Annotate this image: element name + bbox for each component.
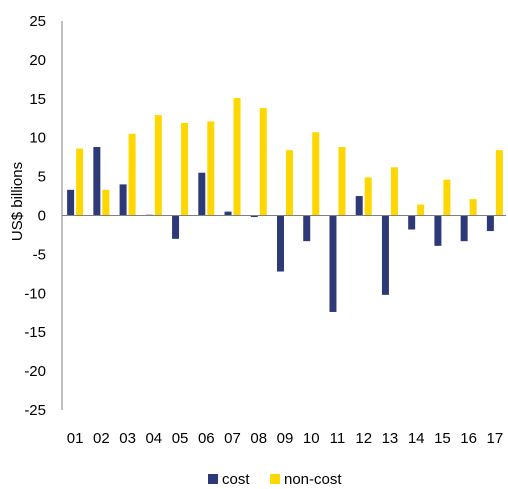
x-tick-label: 10: [303, 430, 320, 447]
legend-label-cost: cost: [222, 471, 250, 488]
legend-label-non-cost: non-cost: [284, 471, 342, 488]
bar-cost-13: [381, 215, 389, 295]
y-tick-label: -25: [24, 402, 46, 419]
bar-cost-17: [486, 215, 494, 232]
bar-cost-07: [224, 211, 232, 216]
x-tick-labels: 01 02 03 04 05 06 07 08 09 10 11 12 13 14 15 16 17: [67, 430, 503, 447]
x-tick-label: 01: [67, 430, 84, 447]
x-tick-label: 02: [93, 430, 110, 447]
bar-non-cost-11: [338, 147, 346, 216]
bar-cost-10: [303, 215, 311, 242]
bar-non-cost-06: [207, 121, 215, 216]
bar-cost-09: [277, 215, 284, 272]
x-tick-label: 16: [460, 430, 477, 447]
x-tick-label: 15: [434, 430, 451, 447]
bar-non-cost-01: [76, 148, 84, 216]
bar-cost-02: [93, 147, 101, 216]
x-tick-label: 13: [382, 430, 399, 447]
bar-cost-16: [460, 215, 468, 242]
y-tick-label: -20: [24, 363, 46, 380]
x-tick-label: 07: [224, 430, 241, 447]
bar-non-cost-09: [286, 150, 293, 216]
legend: cost non-cost: [208, 471, 342, 488]
bar-non-cost-02: [102, 189, 110, 216]
bar-non-cost-04: [154, 115, 162, 216]
bar-cost-08: [250, 215, 258, 218]
y-tick-label: 25: [29, 13, 46, 30]
y-tick-label: -5: [33, 246, 46, 263]
x-tick-label: 05: [172, 430, 189, 447]
y-tick-label: 0: [38, 208, 46, 225]
x-tick-label: 03: [119, 430, 136, 447]
y-tick-label: -15: [24, 324, 46, 341]
bar-cost-01: [67, 189, 75, 216]
legend-swatch-cost: [208, 474, 218, 484]
x-tick-label: 17: [487, 430, 504, 447]
y-tick-label: 15: [29, 91, 46, 108]
bar-cost-05: [172, 215, 180, 239]
bar-non-cost-05: [181, 122, 189, 216]
bar-non-cost-03: [128, 133, 136, 216]
x-tick-label: 14: [408, 430, 425, 447]
bar-non-cost-08: [259, 108, 267, 216]
y-axis-label: US$ billions: [9, 162, 26, 241]
y-tick-label: 20: [29, 52, 46, 69]
y-tick-labels: 25 20 15 10 5 0 -5 -10 -15 -20 -25: [24, 13, 46, 419]
x-tick-label: 09: [277, 430, 294, 447]
y-tick-label: 10: [29, 130, 46, 147]
bar-non-cost-17: [495, 150, 503, 216]
x-tick-label: 11: [330, 430, 346, 447]
bar-cost-15: [434, 215, 442, 246]
bar-non-cost-13: [390, 167, 398, 216]
bar-non-cost-12: [364, 177, 372, 216]
x-tick-label: 04: [145, 430, 162, 447]
bar-cost-14: [408, 215, 416, 230]
bars-group: [67, 98, 503, 312]
bar-cost-03: [119, 184, 127, 216]
y-tick-label: 5: [38, 169, 46, 186]
x-tick-label: 06: [198, 430, 215, 447]
legend-swatch-non-cost: [270, 474, 280, 484]
bar-non-cost-07: [233, 98, 241, 216]
bar-cost-06: [198, 172, 206, 216]
bar-non-cost-16: [469, 199, 477, 216]
bar-cost-11: [329, 215, 337, 312]
x-tick-label: 08: [250, 430, 267, 447]
bar-non-cost-14: [417, 204, 425, 216]
y-tick-label: -10: [24, 285, 46, 302]
bar-non-cost-10: [312, 132, 320, 216]
bar-cost-12: [355, 196, 363, 216]
x-tick-label: 12: [355, 430, 372, 447]
bar-non-cost-15: [443, 179, 451, 216]
